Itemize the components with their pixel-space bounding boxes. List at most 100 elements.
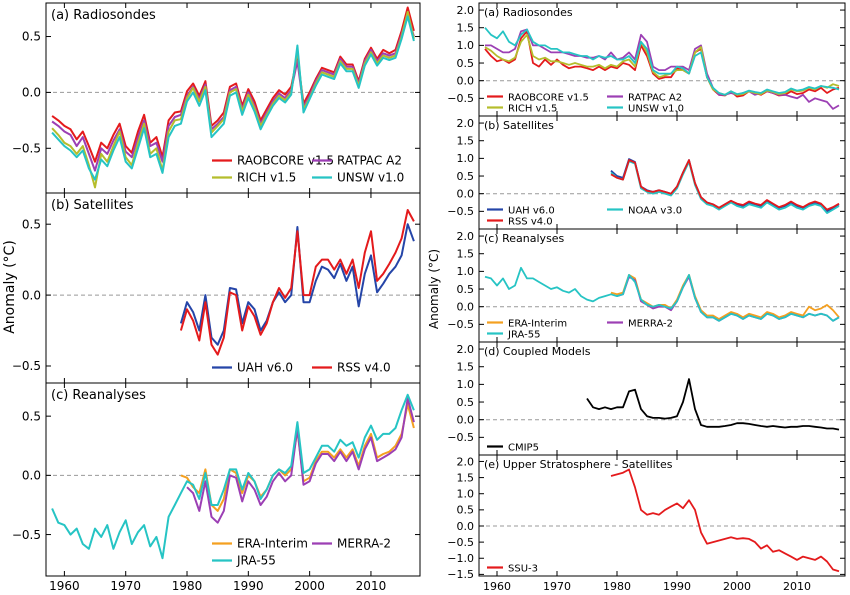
panel-title: (b) Satellites (51, 198, 134, 213)
y-tick-label: 0.0 (22, 288, 41, 302)
y-tick-label: 0.5 (457, 170, 475, 183)
legend-label: RICH v1.5 (508, 104, 557, 115)
legend-label: ERA-Interim (508, 319, 567, 330)
legend-label: RICH v1.5 (237, 171, 296, 185)
legend-label: NOAA v3.0 (628, 206, 682, 217)
y-tick-label: 0.5 (457, 283, 475, 296)
y-tick-label: −0.5 (12, 359, 41, 373)
legend-label: RSS v4.0 (337, 361, 391, 375)
x-tick-label: 1980 (172, 579, 203, 593)
y-tick-label: −0.5 (12, 141, 41, 155)
y-tick-label: −0.5 (447, 536, 474, 549)
y-tick-label: −1.5 (447, 568, 474, 581)
x-tick-label: 1970 (543, 580, 571, 593)
legend-label: SSU-3 (508, 564, 538, 575)
plot-frame (478, 454, 846, 577)
y-tick-label: 1.5 (457, 361, 475, 374)
legend-label: JRA-55 (236, 554, 276, 568)
y-tick-label: 0.0 (22, 86, 41, 100)
y-axis-label: Anomaly (°C) (427, 249, 441, 329)
series-line-rich-v1-5 (484, 33, 840, 96)
x-tick-label: 2000 (294, 579, 325, 593)
legend-label: RSS v4.0 (508, 217, 553, 228)
y-tick-label: 1.5 (457, 471, 475, 484)
y-tick-label: −0.5 (447, 92, 474, 105)
series-line-rss-v4-0 (179, 209, 415, 356)
panel-title: (e) Upper Stratosphere - Satellites (484, 458, 673, 471)
series-line-unsw-v1-0 (484, 27, 840, 96)
y-tick-label: −0.5 (447, 318, 474, 331)
y-tick-label: 1.0 (457, 488, 475, 501)
y-tick-label: 2.0 (457, 117, 475, 130)
y-tick-label: 1.0 (457, 39, 475, 52)
y-tick-label: 0.5 (457, 504, 475, 517)
series-line-rss-v4-0 (610, 159, 840, 211)
y-axis-label: Anomaly (°C) (2, 240, 18, 334)
y-tick-label: 0.5 (457, 396, 475, 409)
series-line-era-interim (610, 273, 840, 320)
series-line-cmip5 (586, 378, 840, 431)
panel-title: (d) Coupled Models (484, 345, 591, 358)
x-tick-label: 1980 (603, 580, 631, 593)
y-tick-label: −0.5 (12, 528, 41, 542)
x-tick-label: 2010 (356, 579, 387, 593)
x-tick-label: 1970 (110, 579, 141, 593)
legend-label: UNSW v1.0 (628, 104, 684, 115)
series-line-noaa-v3-0 (610, 160, 840, 215)
series-line-ssu-3 (610, 468, 840, 573)
y-tick-label: 1.5 (457, 135, 475, 148)
panel-title: (c) Reanalyses (484, 232, 565, 245)
x-tick-label: 1960 (49, 579, 80, 593)
x-tick-label: 1960 (483, 580, 511, 593)
legend-label: RAOBCORE v1.5 (508, 93, 589, 104)
y-tick-label: 1.0 (457, 152, 475, 165)
legend-label: JRA-55 (507, 330, 540, 341)
y-tick-label: 0.5 (22, 409, 41, 423)
legend-label: RATPAC A2 (628, 93, 682, 104)
y-tick-label: 2.0 (457, 343, 475, 356)
series-line-merra-2 (186, 397, 415, 524)
y-tick-label: 0.0 (457, 414, 475, 427)
y-tick-label: −1.0 (447, 552, 474, 565)
y-tick-label: 1.0 (457, 378, 475, 391)
series-line-uah-v6-0 (179, 223, 415, 346)
y-tick-label: −0.5 (447, 431, 474, 444)
plot-frame (45, 382, 421, 577)
y-tick-label: 0.5 (22, 30, 41, 44)
y-tick-label: 1.5 (457, 22, 475, 35)
y-tick-label: 0.0 (457, 188, 475, 201)
y-tick-label: 2.0 (457, 230, 475, 243)
legend-label: UAH v6.0 (237, 361, 293, 375)
legend-label: CMIP5 (508, 443, 539, 454)
series-line-jra-55 (484, 266, 840, 322)
y-tick-label: 1.5 (457, 248, 475, 261)
legend-label: RATPAC A2 (337, 154, 402, 168)
series-line-unsw-v1-0 (51, 15, 415, 181)
panel-title: (a) Radiosondes (484, 6, 573, 19)
x-tick-label: 2000 (723, 580, 751, 593)
y-tick-label: 2.0 (457, 4, 475, 17)
y-tick-label: 0.5 (22, 217, 41, 231)
panel-title: (c) Reanalyses (51, 388, 146, 403)
y-tick-label: 0.0 (457, 301, 475, 314)
legend-label: UAH v6.0 (508, 206, 555, 217)
y-tick-label: 0.0 (457, 520, 475, 533)
y-tick-label: 1.0 (457, 265, 475, 278)
y-tick-label: −0.5 (447, 205, 474, 218)
legend-label: ERA-Interim (237, 537, 308, 551)
legend-label: UNSW v1.0 (337, 171, 404, 185)
series-line-jra-55 (51, 393, 415, 560)
y-tick-label: 0.5 (457, 57, 475, 70)
x-tick-label: 1990 (233, 579, 264, 593)
y-tick-label: 0.0 (457, 75, 475, 88)
y-tick-label: 2.0 (457, 455, 475, 468)
x-tick-label: 2010 (783, 580, 811, 593)
y-tick-label: 0.0 (22, 469, 41, 483)
x-tick-label: 1990 (663, 580, 691, 593)
panel-title: (a) Radiosondes (51, 8, 156, 23)
panel-title: (b) Satellites (484, 119, 554, 132)
legend-label: MERRA-2 (628, 319, 673, 330)
legend-label: RAOBCORE v1.5 (237, 154, 334, 168)
